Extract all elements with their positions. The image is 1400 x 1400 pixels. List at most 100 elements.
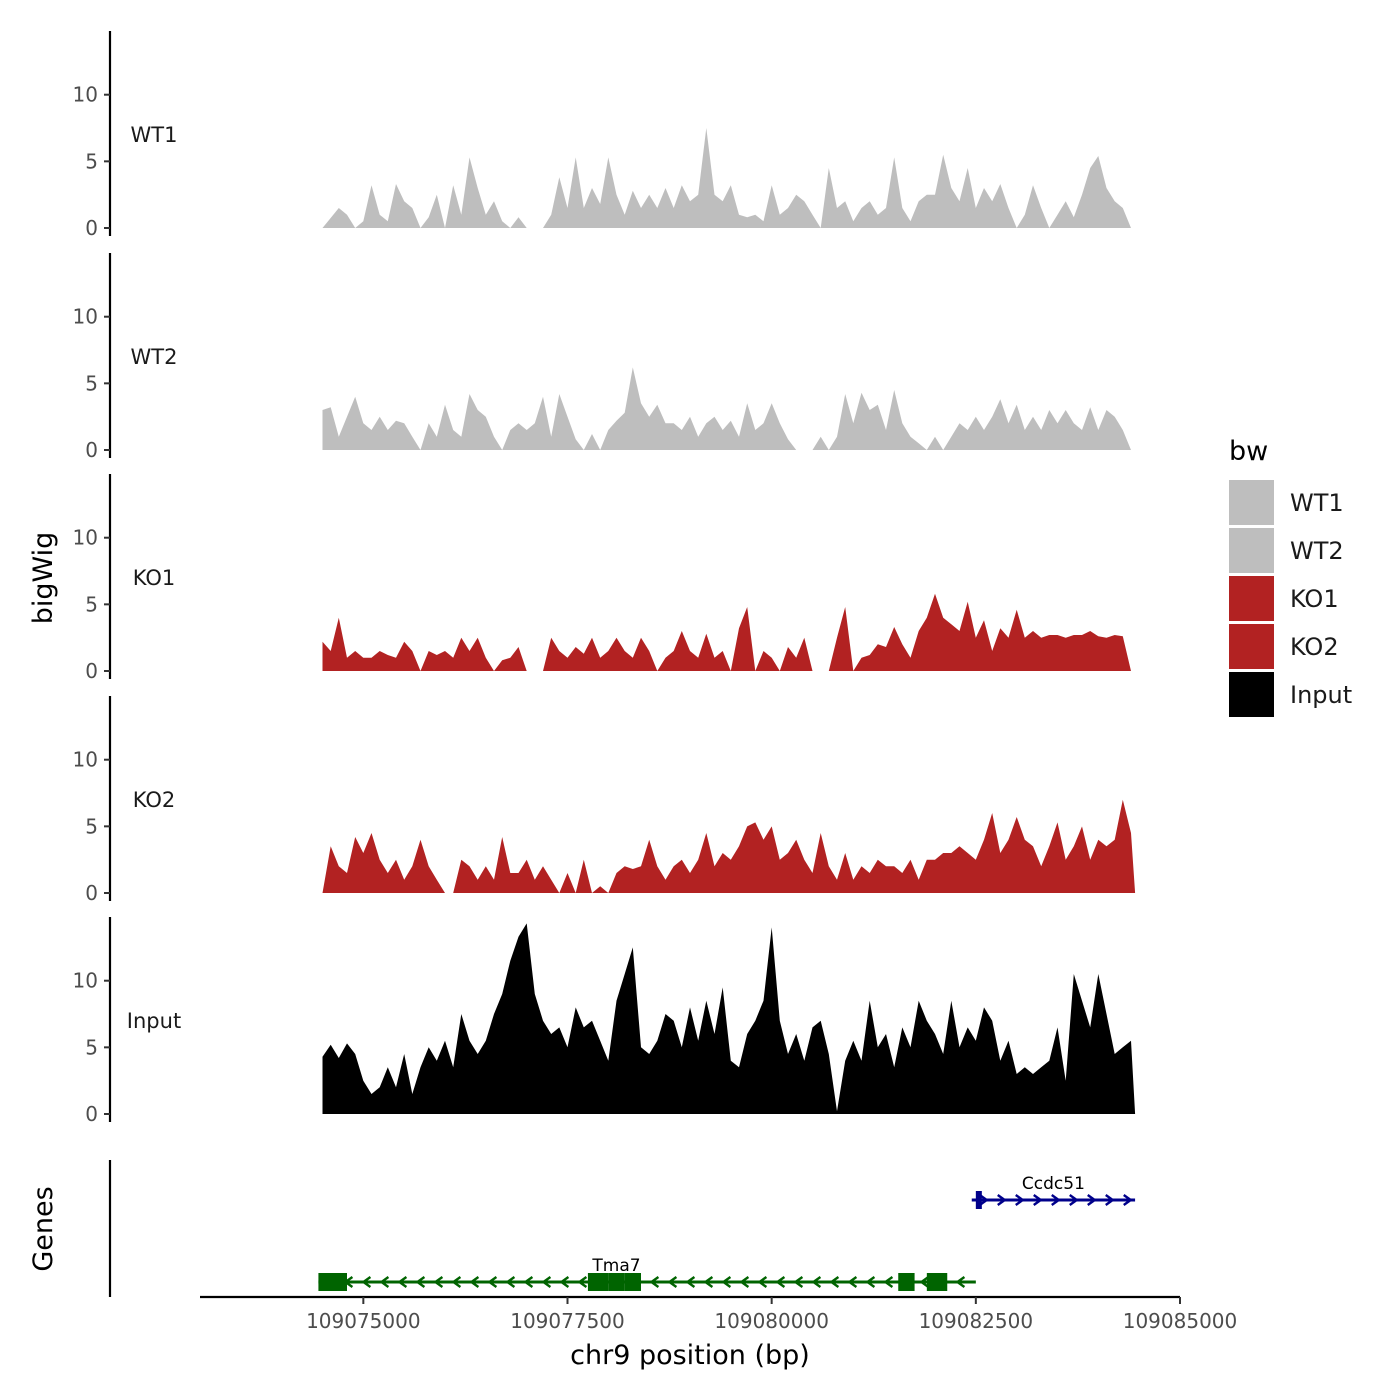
legend-item-ko1: KO1 (1229, 576, 1339, 621)
strand-chevron (577, 1276, 588, 1288)
y-tick-label: 10 (73, 526, 98, 550)
legend-title: bw (1229, 436, 1268, 467)
y-axis-label-genes: Genes (28, 1186, 59, 1271)
legend-label: KO2 (1290, 633, 1339, 661)
y-tick-label: 10 (73, 748, 98, 772)
strand-chevron (979, 1194, 989, 1206)
strand-chevron (703, 1276, 714, 1288)
legend-swatch (1229, 480, 1274, 525)
exon-block (926, 1273, 948, 1291)
strand-chevron (649, 1276, 660, 1288)
track-panel-input: 0 5 10 Input (73, 917, 1136, 1126)
track-label-ko1: KO1 (133, 566, 176, 590)
track-panel-ko1: 0 5 10 KO1 (73, 474, 1131, 683)
strand-chevron (667, 1276, 678, 1288)
legend-label: KO1 (1290, 585, 1339, 613)
strand-chevron (451, 1276, 462, 1288)
y-axis-label-bigwig: bigWig (28, 532, 59, 625)
exon-block (587, 1273, 609, 1291)
legend-item-wt1: WT1 (1229, 480, 1344, 525)
strand-chevron (1015, 1194, 1025, 1206)
x-tick-label: 109075000 (306, 1309, 421, 1333)
strand-chevron (1105, 1194, 1115, 1206)
y-tick-label: 10 (73, 83, 98, 107)
y-tick-label: 5 (85, 592, 98, 616)
y-tick-label: 0 (85, 438, 98, 462)
track-label-ko2: KO2 (133, 788, 176, 812)
strand-chevron (685, 1276, 696, 1288)
gene-label-ccdc51: Ccdc51 (1022, 1174, 1085, 1194)
signal-area-ko2 (322, 799, 1136, 893)
y-tick-label: 0 (85, 659, 98, 683)
legend-swatch (1229, 672, 1274, 717)
signal-area-ko1 (322, 593, 1131, 671)
legend-label: WT2 (1290, 537, 1344, 565)
strand-chevron (397, 1276, 408, 1288)
track-label-input: Input (127, 1009, 181, 1033)
track-panel-ko2: 0 5 10 KO2 (73, 696, 1136, 905)
strand-chevron (469, 1276, 480, 1288)
exon-block (608, 1273, 625, 1291)
legend-swatch (1229, 624, 1274, 669)
strand-chevron (757, 1276, 768, 1288)
signal-area-wt1 (322, 128, 1131, 228)
strand-chevron (1051, 1194, 1061, 1206)
y-tick-label: 5 (85, 371, 98, 395)
y-tick-label: 10 (73, 969, 98, 993)
strand-chevron (739, 1276, 750, 1288)
gene-label-tma7: Tma7 (591, 1256, 640, 1276)
legend-label: WT1 (1290, 489, 1344, 517)
exon-block (624, 1273, 641, 1291)
strand-chevron (775, 1276, 786, 1288)
gene-ccdc51: Ccdc51 (971, 1174, 1136, 1209)
strand-chevron (811, 1276, 822, 1288)
strand-chevron (997, 1194, 1007, 1206)
x-tick-label: 109082500 (919, 1309, 1034, 1333)
strand-chevron (955, 1276, 966, 1288)
strand-chevron (559, 1276, 570, 1288)
strand-chevron (721, 1276, 732, 1288)
legend-label: Input (1290, 681, 1352, 709)
strand-chevron (865, 1276, 876, 1288)
track-label-wt2: WT2 (131, 345, 178, 369)
legend-item-wt2: WT2 (1229, 528, 1344, 573)
gene-tma7: Tma7 (318, 1256, 976, 1291)
strand-chevron (361, 1276, 372, 1288)
legend-swatch (1229, 576, 1274, 621)
x-tick-label: 109077500 (510, 1309, 625, 1333)
strand-chevron (847, 1276, 858, 1288)
y-tick-label: 5 (85, 1035, 98, 1059)
strand-chevron (919, 1276, 930, 1288)
strand-chevron (541, 1276, 552, 1288)
strand-chevron (1087, 1194, 1097, 1206)
signal-area-input (322, 923, 1136, 1114)
track-panel-wt1: 0 5 10 WT1 (73, 31, 1131, 240)
strand-chevron (505, 1276, 516, 1288)
strand-chevron (883, 1276, 894, 1288)
strand-chevron (433, 1276, 444, 1288)
exon-block (898, 1273, 915, 1291)
legend-swatch (1229, 528, 1274, 573)
y-tick-label: 5 (85, 149, 98, 173)
strand-chevron (1123, 1194, 1133, 1206)
track-panel-wt2: 0 5 10 WT2 (73, 253, 1131, 462)
exon-block (975, 1191, 982, 1209)
strand-chevron (415, 1276, 426, 1288)
track-label-wt1: WT1 (131, 123, 178, 147)
y-tick-label: 10 (73, 305, 98, 329)
x-tick-label: 109085000 (1123, 1309, 1238, 1333)
strand-chevron (829, 1276, 840, 1288)
strand-chevron (1033, 1194, 1043, 1206)
y-tick-label: 0 (85, 1102, 98, 1126)
legend-item-ko2: KO2 (1229, 624, 1339, 669)
y-tick-label: 0 (85, 881, 98, 905)
exon-block (318, 1273, 347, 1291)
strand-chevron (523, 1276, 534, 1288)
signal-area-wt2 (322, 367, 1131, 450)
strand-chevron (1069, 1194, 1079, 1206)
strand-chevron (379, 1276, 390, 1288)
x-axis-label: chr9 position (bp) (570, 1340, 810, 1371)
y-tick-label: 0 (85, 216, 98, 240)
x-tick-label: 109080000 (714, 1309, 829, 1333)
